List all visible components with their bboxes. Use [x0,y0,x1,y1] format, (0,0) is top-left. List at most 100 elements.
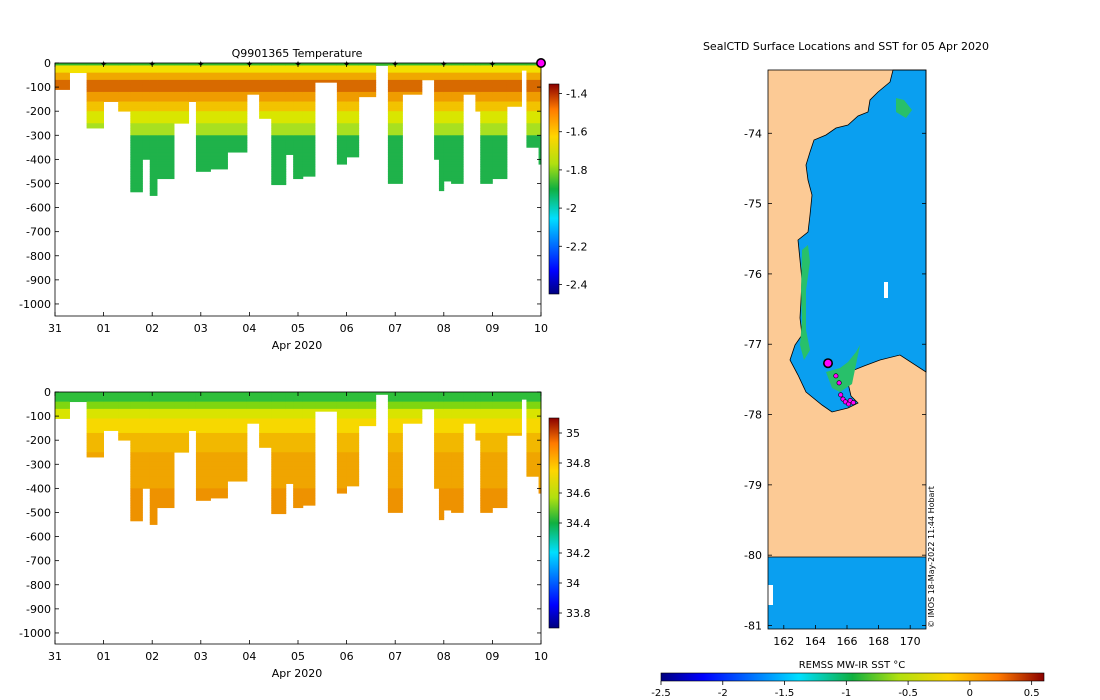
profile-cell [538,142,542,146]
profile-cell [195,118,211,122]
profile-cell [86,396,104,400]
profile-cell [227,132,248,136]
profile-cell [285,449,294,453]
profile-cell [387,99,403,102]
profile-cell [293,161,304,165]
profile-cell [480,101,493,105]
profile-cell [387,411,403,415]
profile-cell [195,476,211,480]
profile-cell [538,123,542,127]
lon-tick-label: 170 [900,635,921,648]
profile-cell [130,473,143,477]
profile-cell [492,65,508,69]
x-tick-label: 04 [242,322,256,335]
profile-cell [188,423,197,427]
profile-cell [130,82,143,86]
profile-cell [259,94,272,98]
profile-cell [480,483,493,487]
profile-cell [195,401,211,405]
profile-cell [157,125,175,129]
profile-cell [195,471,211,475]
profile-cell [195,442,211,446]
profile-cell [103,428,119,431]
profile-cell [443,84,452,88]
profile-cell [387,164,403,168]
profile-cell [336,156,347,160]
profile-cell [526,428,539,431]
y-tick-label: -100 [26,81,51,94]
profile-cell [492,428,508,431]
profile-cell [259,101,272,105]
profile-cell [451,103,464,107]
profile-cell [451,63,464,66]
profile-cell [210,490,228,494]
profile-cell [336,91,347,95]
profile-cell [271,169,287,172]
profile-cell [195,149,211,153]
profile-cell [227,144,248,148]
profile-cell [463,418,476,422]
profile-cell [86,89,104,93]
profile-cell [480,120,493,124]
profile-cell [402,416,423,419]
profile-cell [492,123,508,127]
profile-cell [285,413,294,417]
profile-cell [103,411,119,415]
profile-cell [302,411,316,415]
profile-cell [293,483,304,487]
profile-cell [538,396,542,400]
profile-cell [434,483,440,487]
profile-cell [285,481,294,484]
profile-cell [293,132,304,136]
profile-cell [492,430,508,434]
profile-cell [358,423,377,427]
profile-cell [188,70,197,74]
profile-cell [538,94,542,98]
profile-cell [174,418,190,422]
profile-cell [526,108,539,112]
profile-cell [149,65,158,69]
profile-cell [538,111,542,114]
profile-cell [475,394,481,398]
profile-cell [174,406,190,410]
profile-cell [480,70,493,74]
profile-cell [346,118,360,122]
profile-cell [271,428,287,431]
profile-cell [463,91,476,95]
profile-cell [480,123,493,127]
profile-cell [538,149,542,153]
profile-cell [302,464,316,468]
profile-cell [55,63,70,66]
profile-cell [443,132,452,136]
profile-cell [271,159,287,163]
profile-cell [346,454,360,458]
profile-cell [210,401,228,405]
profile-cell [506,416,522,419]
profile-cell [480,108,493,112]
profile-cell [130,89,143,93]
profile-cell [336,63,347,66]
profile-cell [506,96,522,100]
profile-cell [492,437,508,441]
profile-cell [210,435,228,439]
profile-cell [492,87,508,90]
profile-cell [174,65,190,69]
profile-cell [438,87,445,90]
profile-cell [195,140,211,143]
profile-cell [443,425,452,429]
x-tick-label: 03 [194,650,208,663]
profile-cell [293,103,304,107]
profile-cell [157,454,175,458]
profile-cell [86,394,104,398]
profile-cell [142,152,151,155]
profile-cell [475,75,481,78]
profile-cell [157,449,175,453]
profile-cell [157,63,175,66]
profile-cell [302,156,316,160]
profile-cell [302,394,316,398]
profile-cell [259,408,272,412]
profile-cell [285,137,294,141]
profile-cell [285,125,294,129]
profile-cell [157,120,175,124]
temperature-plot: Q9901365 Temperature 0-100-200-300-400-5… [19,47,587,352]
